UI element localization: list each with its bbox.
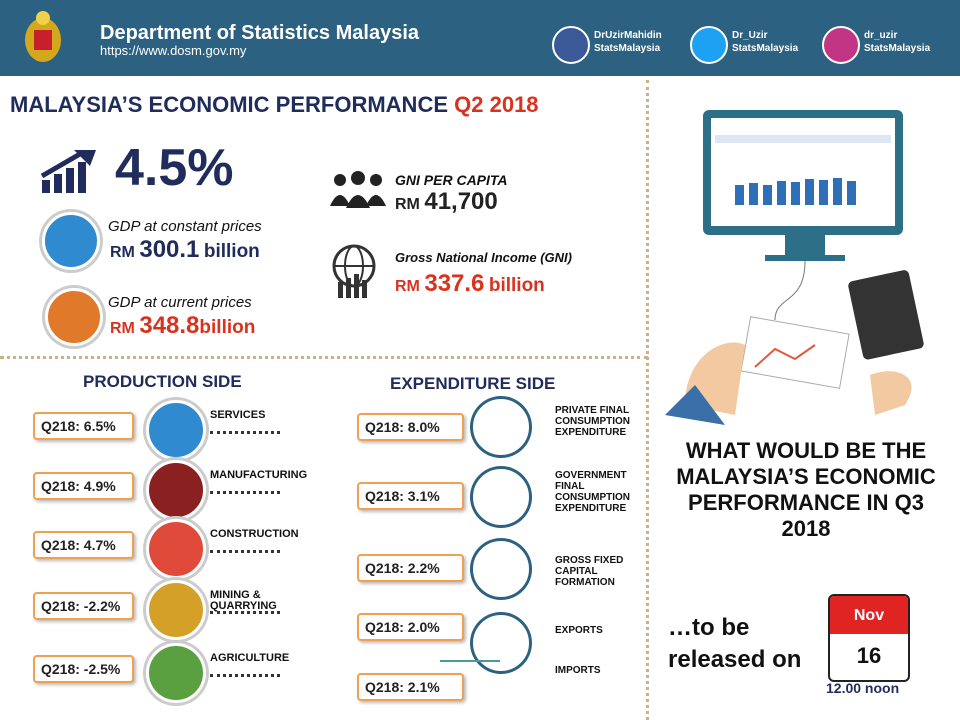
value: 348.8 [139, 312, 200, 339]
growth-icon [40, 150, 96, 193]
component-icon [473, 615, 529, 671]
illustration [665, 110, 924, 425]
section-title: PRODUCTION SIDE [83, 372, 242, 391]
social-handle[interactable]: StatsMalaysia [732, 43, 799, 54]
value-line: RM 337.6 billion [395, 270, 545, 298]
sector-label: MINING & QUARRYING [210, 589, 277, 612]
social-handle[interactable]: DrUzirMahidin [594, 30, 662, 41]
component-icon [473, 469, 529, 525]
value: 337.6 [424, 270, 485, 297]
sector-label: MANUFACTURING [210, 469, 308, 481]
component-label: PRIVATE FINAL CONSUMPTION EXPENDITURE [555, 405, 630, 438]
label: Gross National Income (GNI) [395, 250, 572, 265]
growth-box: Q218: 4.9% [33, 472, 134, 500]
growth-box: Q218: 2.2% [357, 554, 464, 582]
release-time: 12.00 noon [826, 680, 900, 696]
globe-icon [332, 244, 376, 298]
growth-box: Q218: 4.7% [33, 531, 134, 559]
growth-box: Q218: 6.5% [33, 412, 134, 440]
dots [210, 550, 280, 553]
currency: RM [110, 244, 135, 261]
component-icon [473, 541, 529, 597]
period: Q2 2018 [454, 92, 539, 117]
unit: billion [488, 275, 545, 296]
value-line: RM 300.1 billion [110, 236, 260, 264]
sector-label: AGRICULTURE [210, 652, 290, 664]
social-handle[interactable]: StatsMalaysia [864, 43, 931, 54]
dots [210, 611, 280, 614]
currency: RM [110, 320, 135, 337]
growth-box: Q218: -2.2% [33, 592, 134, 620]
component-icon [473, 399, 529, 455]
question: WHAT WOULD BE THE MALAYSIA’S ECONOMIC PE… [676, 438, 936, 541]
section-title: EXPENDITURE SIDE [390, 374, 556, 393]
unit: billion [203, 241, 260, 262]
component-label: IMPORTS [555, 665, 601, 676]
sector-icon [146, 643, 206, 703]
gdp-growth: 4.5% [115, 139, 234, 197]
release-month: Nov [830, 596, 908, 634]
growth-box: Q218: 3.1% [357, 482, 464, 510]
social-handle[interactable]: dr_uzir [864, 30, 898, 41]
gdp-current-icon [45, 288, 103, 346]
dots [210, 431, 280, 434]
social-handle[interactable]: StatsMalaysia [594, 43, 661, 54]
main-title: MALAYSIA’S ECONOMIC PERFORMANCE Q2 2018 [10, 92, 539, 118]
component-label: GROSS FIXED CAPITAL FORMATION [555, 555, 624, 588]
currency: RM [395, 278, 420, 295]
sector-icon [146, 460, 206, 520]
social-icon[interactable] [690, 26, 728, 64]
currency: RM [395, 196, 420, 213]
sector-icon [146, 580, 206, 640]
dots [210, 674, 280, 677]
calendar: Nov 16 [828, 594, 910, 682]
sector-icon [146, 519, 206, 579]
org-url[interactable]: https://www.dosm.gov.my [100, 43, 247, 58]
divider [646, 80, 649, 720]
divider [0, 356, 648, 359]
sector-icon [146, 400, 206, 460]
component-label: EXPORTS [555, 625, 603, 636]
value-line: RM 348.8billion [110, 312, 255, 340]
label: GDP at current prices [108, 294, 252, 311]
connector [440, 660, 500, 662]
growth-box: Q218: -2.5% [33, 655, 134, 683]
value: 41,700 [424, 188, 498, 215]
org-title: Department of Statistics Malaysia [100, 22, 419, 44]
growth-box: Q218: 8.0% [357, 413, 464, 441]
social-icon[interactable] [822, 26, 860, 64]
value-line: RM 41,700 [395, 188, 498, 216]
social-icon[interactable] [552, 26, 590, 64]
value: 300.1 [139, 236, 200, 263]
sector-label: SERVICES [210, 409, 266, 421]
sector-label: CONSTRUCTION [210, 528, 299, 540]
social-handle[interactable]: Dr_Uzir [732, 30, 768, 41]
title-text: MALAYSIA’S ECONOMIC PERFORMANCE [10, 92, 449, 117]
component-label: GOVERNMENT FINAL CONSUMPTION EXPENDITURE [555, 470, 630, 514]
gdp-constant-icon [42, 212, 100, 270]
header-bar: Department of Statistics Malaysia https:… [0, 0, 960, 76]
release-day: 16 [856, 643, 882, 668]
growth-box: Q218: 2.1% [357, 673, 464, 701]
people-icon [330, 171, 386, 208]
label: GDP at constant prices [108, 218, 262, 235]
dots [210, 491, 280, 494]
label: GNI PER CAPITA [395, 172, 508, 188]
release-lead: …to be released on [668, 614, 802, 673]
crest [25, 11, 61, 62]
growth-box: Q218: 2.0% [357, 613, 464, 641]
unit: billion [199, 317, 256, 338]
